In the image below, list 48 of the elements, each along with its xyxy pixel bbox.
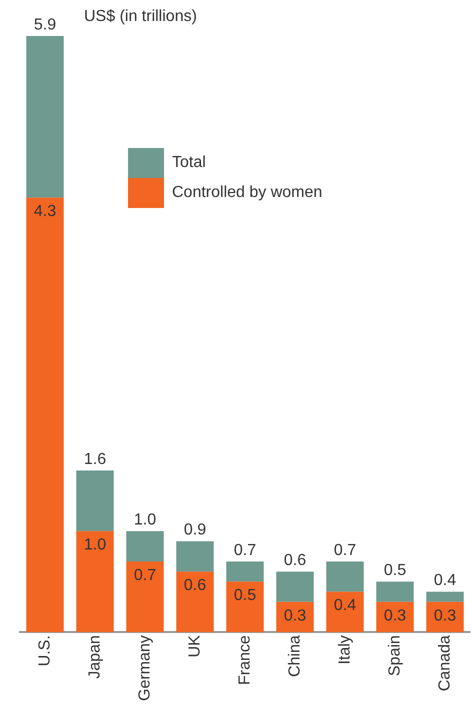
data-label: 4.3 — [34, 203, 56, 220]
x-tick-label: Italy — [336, 635, 354, 665]
data-label: 0.5 — [234, 587, 256, 604]
bar — [426, 602, 464, 632]
bar — [276, 572, 314, 602]
data-label: 0.3 — [384, 607, 406, 624]
bar — [176, 541, 214, 572]
data-label: 0.4 — [334, 597, 356, 614]
bar — [26, 198, 64, 632]
bar — [76, 470, 114, 532]
bar — [276, 602, 314, 632]
total-label: 0.4 — [434, 572, 456, 590]
bar — [176, 572, 214, 632]
x-tick-label: U.S. — [36, 635, 54, 666]
data-label: 0.7 — [134, 566, 156, 584]
bar — [376, 602, 414, 632]
legend-label: Total — [172, 154, 206, 172]
bar — [76, 531, 114, 632]
x-tick-label: China — [286, 635, 304, 678]
total-label: 0.6 — [284, 552, 306, 569]
total-label: 0.7 — [334, 542, 356, 559]
data-label: 0.3 — [284, 607, 306, 624]
bar — [126, 561, 164, 632]
total-label: 0.7 — [234, 542, 256, 559]
bar — [226, 582, 264, 632]
legend-label: Controlled by women — [172, 184, 322, 202]
total-label: 1.6 — [84, 450, 106, 468]
chart-title: US$ (in trillions) — [84, 8, 197, 26]
x-tick-label: Germany — [136, 635, 154, 701]
x-tick-label: Japan — [86, 635, 104, 679]
total-label: 0.9 — [184, 522, 206, 539]
total-label: 0.5 — [384, 562, 406, 580]
x-tick-label: UK — [186, 634, 204, 658]
bar — [376, 582, 414, 602]
bar — [326, 561, 364, 592]
data-label: 0.6 — [184, 576, 206, 594]
x-tick-label: France — [236, 635, 254, 685]
data-label: 0.3 — [434, 607, 456, 624]
data-label: 1.0 — [84, 536, 106, 554]
bar — [226, 561, 264, 582]
bar — [426, 592, 464, 602]
bar — [126, 531, 164, 562]
bar — [326, 592, 364, 632]
total-label: 5.9 — [34, 16, 56, 34]
x-tick-label: Canada — [436, 635, 454, 692]
bar — [26, 36, 64, 198]
x-tick-label: Spain — [386, 635, 404, 676]
total-label: 1.0 — [134, 512, 156, 529]
